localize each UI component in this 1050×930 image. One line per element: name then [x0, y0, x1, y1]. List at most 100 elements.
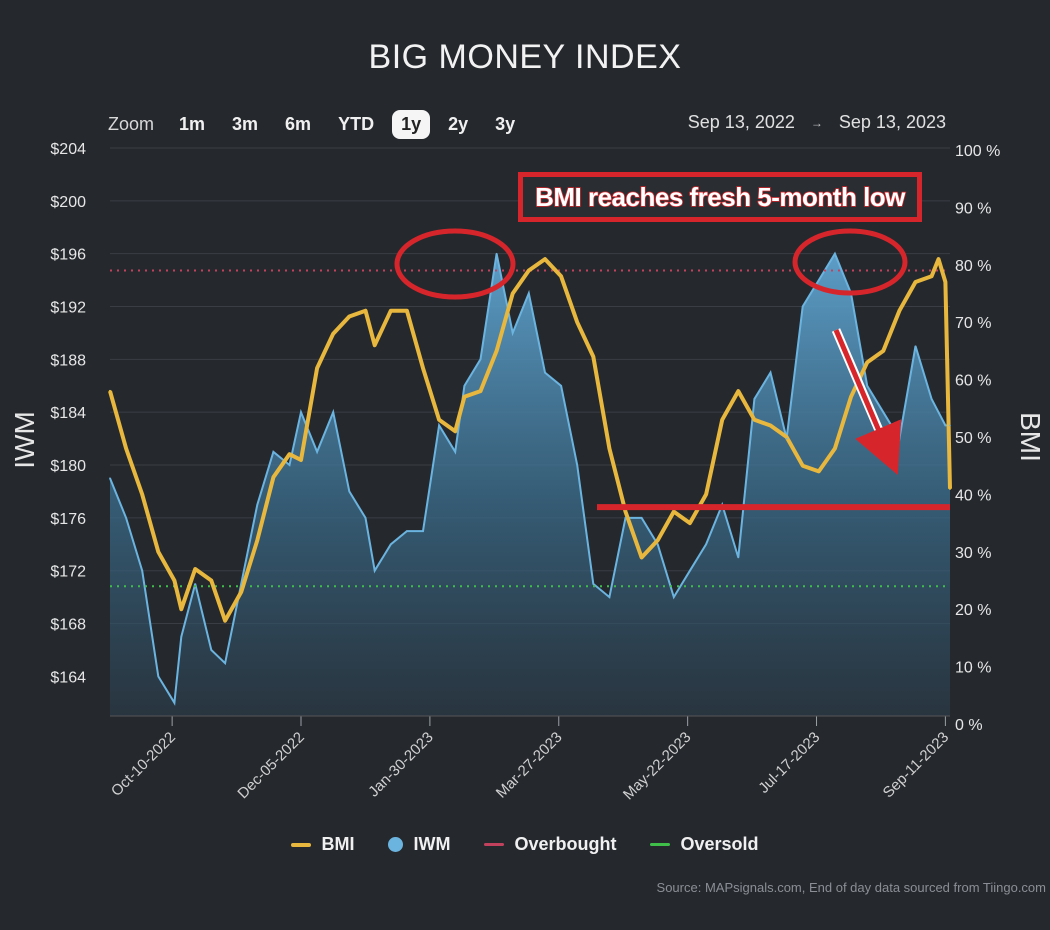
legend-item-iwm[interactable]: IWM — [388, 834, 450, 855]
x-tick-label: Dec-05-2022 — [235, 729, 308, 802]
legend-item-overbought[interactable]: Overbought — [484, 834, 616, 855]
data-points — [108, 252, 952, 704]
zoom-button-1y[interactable]: 1y — [392, 110, 431, 139]
iwm-point — [479, 358, 482, 361]
bmi-point — [833, 447, 837, 450]
bmi-point — [315, 366, 319, 370]
bmi-point — [704, 493, 708, 496]
bmi-point — [930, 275, 933, 278]
left-tick-label: $172 — [50, 564, 86, 581]
iwm-point — [673, 596, 675, 598]
zoom-button-6m[interactable]: 6m — [285, 114, 312, 134]
iwm-point — [528, 292, 530, 295]
iwm-point — [769, 371, 772, 374]
x-tick-label: Jan-30-2023 — [365, 729, 437, 801]
zoom-button-ytd[interactable]: YTD — [338, 114, 375, 134]
right-axis-ticks: 0 % 10 % 20 % 30 % 40 % 50 % 60 % 70 % 80 % 90 % 1… — [955, 143, 1000, 734]
bmi-point — [688, 521, 692, 525]
x-tick-label: Oct-10-2022 — [108, 729, 179, 800]
source-note: Source: MAPsignals.com, End of day data … — [656, 880, 1046, 895]
legend-label-overbought: Overbought — [514, 834, 617, 854]
bmi-point — [882, 349, 885, 353]
bmi-point — [624, 510, 627, 513]
iwm-point — [463, 384, 466, 387]
iwm-point — [898, 437, 901, 440]
zoom-button-1m[interactable]: 1m — [179, 114, 206, 134]
iwm-point — [240, 583, 242, 585]
zoom-button-2y[interactable]: 2y — [448, 114, 469, 134]
right-tick-label: 80 % — [955, 258, 991, 275]
chart-title: BIG MONEY INDEX — [368, 38, 682, 76]
bmi-point — [720, 418, 724, 421]
iwm-point — [737, 556, 740, 559]
iwm-point — [560, 384, 562, 387]
legend-item-oversold[interactable]: Oversold — [650, 834, 759, 855]
right-tick-label: 70 % — [955, 315, 991, 332]
bmi-point — [299, 458, 303, 462]
iwm-point — [576, 464, 578, 466]
bmi-point — [608, 447, 611, 450]
iwm-point — [224, 662, 226, 664]
range-to[interactable]: Sep 13, 2023 — [838, 112, 946, 132]
left-tick-label: $192 — [50, 300, 86, 317]
legend: BMI IWM Overbought Oversold — [0, 834, 1050, 855]
bmi-point — [948, 487, 952, 490]
right-tick-label: 90 % — [955, 200, 991, 217]
overbought-swatch — [484, 843, 505, 846]
iwm-point — [592, 583, 595, 585]
iwm-point — [141, 569, 144, 572]
bmi-point — [157, 550, 160, 553]
iwm-point — [109, 477, 111, 480]
right-tick-label: 40 % — [955, 487, 991, 504]
left-tick-label: $176 — [50, 511, 86, 528]
bmi-point — [454, 430, 457, 433]
iwm-area — [110, 253, 950, 716]
iwm-point — [944, 424, 947, 427]
bmi-point — [559, 275, 563, 278]
iwm-point — [422, 530, 424, 532]
bmi-point — [193, 567, 197, 571]
iwm-point — [834, 252, 836, 255]
bmi-point — [463, 395, 466, 399]
left-tick-label: $200 — [50, 194, 86, 211]
bmi-point — [332, 332, 335, 335]
bmi-point — [210, 579, 213, 582]
bmi-point — [180, 608, 183, 611]
zoom-label: Zoom — [108, 114, 155, 134]
iwm-point — [454, 451, 457, 453]
zoom-controls: Zoom 1m 3m 6m YTD 1y 2y 3y — [108, 110, 533, 139]
x-tick-label: May-22-2023 — [620, 729, 695, 804]
bmi-point — [527, 269, 531, 272]
iwm-point — [194, 583, 196, 585]
bmi-point — [769, 424, 772, 427]
iwm-point — [180, 635, 183, 638]
iwm-point — [125, 517, 127, 519]
iwm-point — [949, 424, 951, 427]
zoom-button-3y[interactable]: 3y — [495, 114, 516, 134]
range-from[interactable]: Sep 13, 2022 — [687, 112, 795, 132]
x-tick-label: Mar-27-2023 — [493, 729, 566, 802]
zoom-button-3m[interactable]: 3m — [232, 114, 259, 134]
peak-circle-aug — [792, 228, 908, 296]
oversold-swatch — [650, 843, 671, 846]
bmi-point — [239, 590, 243, 594]
bmi-point — [141, 493, 144, 496]
bmi-point — [737, 389, 740, 393]
left-tick-label: $188 — [50, 352, 86, 369]
left-axis-ticks: $164 $168 $172 $176 $180 $184 $188 $192 $196 $200… — [50, 141, 86, 686]
bmi-point — [592, 355, 595, 358]
iwm-point — [914, 345, 917, 347]
bmi-point — [753, 418, 756, 421]
iwm-swatch — [388, 837, 404, 852]
legend-label-bmi: BMI — [321, 834, 355, 854]
bmi-point — [124, 447, 128, 450]
right-tick-label: 10 % — [955, 660, 991, 677]
bmi-point — [437, 418, 441, 421]
bmi-point — [373, 343, 376, 347]
left-axis-label: IWM — [9, 411, 40, 469]
iwm-point — [332, 411, 335, 413]
iwm-point — [624, 517, 627, 519]
left-tick-label: $180 — [50, 458, 86, 475]
bmi-point — [656, 539, 659, 542]
legend-item-bmi[interactable]: BMI — [291, 834, 354, 855]
